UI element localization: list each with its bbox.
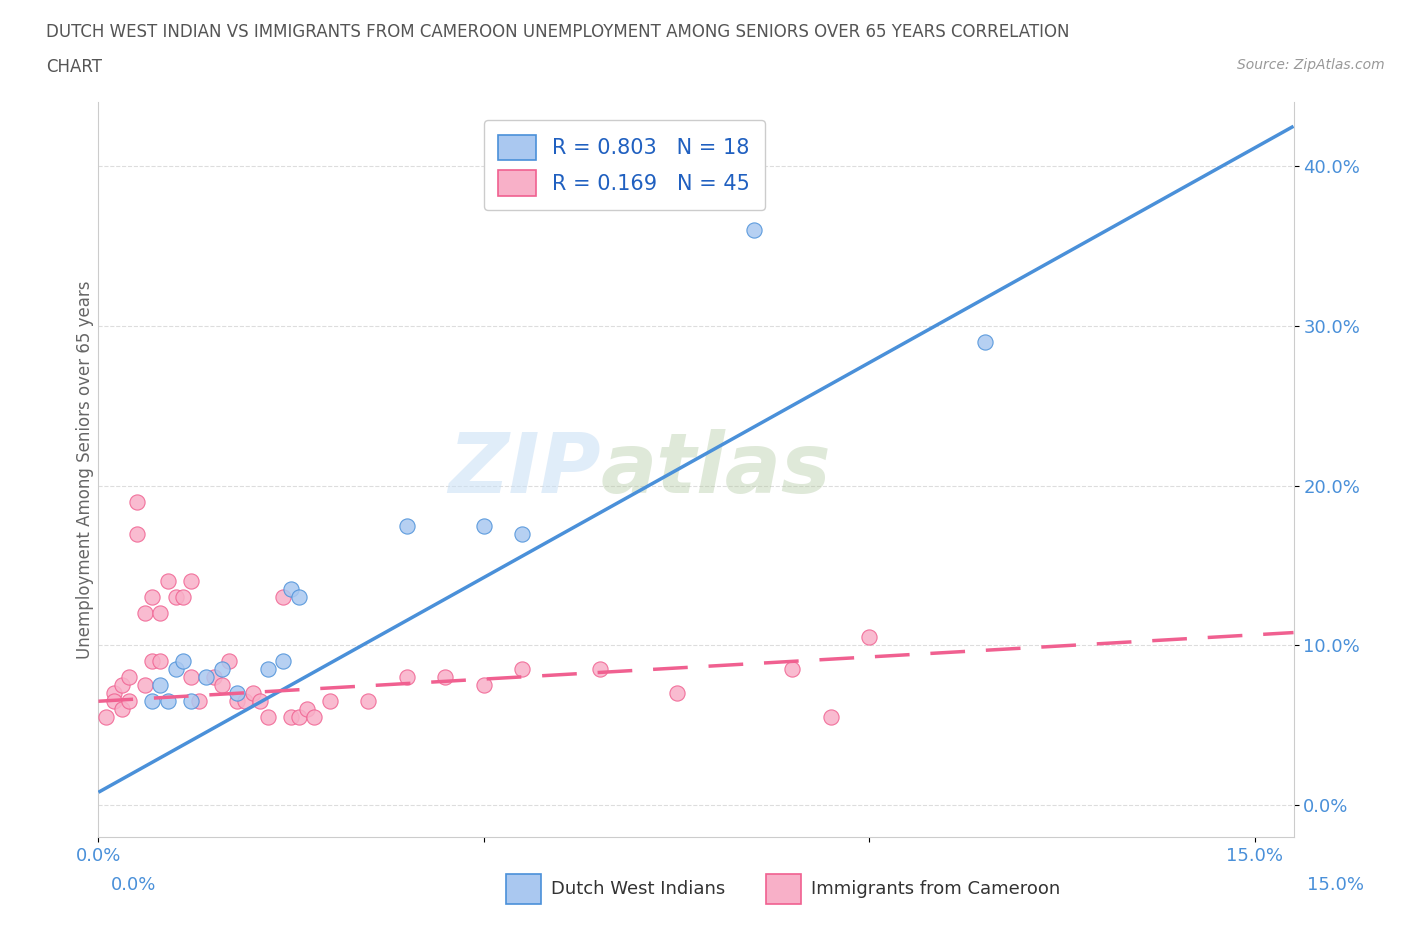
Point [118, 694, 141, 709]
Point [103, 685, 125, 700]
Point [110, 678, 132, 693]
Point [288, 590, 311, 604]
Text: CHART: CHART [46, 58, 103, 75]
Point [149, 606, 172, 621]
Point [472, 678, 495, 693]
Point [134, 678, 156, 693]
Point [858, 630, 880, 644]
Point [110, 702, 132, 717]
Point [156, 694, 179, 709]
Point [125, 526, 148, 541]
Point [512, 662, 534, 677]
Point [782, 662, 804, 677]
Point [141, 590, 163, 604]
Point [134, 606, 156, 621]
Y-axis label: Unemployment Among Seniors over 65 years: Unemployment Among Seniors over 65 years [76, 281, 94, 658]
Point [273, 654, 295, 669]
Point [218, 654, 240, 669]
Point [195, 670, 218, 684]
Point [472, 518, 495, 533]
Point [180, 670, 202, 684]
Text: Source: ZipAtlas.com: Source: ZipAtlas.com [1237, 58, 1385, 72]
Point [172, 590, 194, 604]
Point [202, 670, 225, 684]
Point [226, 685, 249, 700]
Point [180, 574, 202, 589]
Text: 0.0%: 0.0% [111, 876, 156, 895]
Point [280, 710, 302, 724]
Point [665, 685, 688, 700]
Text: DUTCH WEST INDIAN VS IMMIGRANTS FROM CAMEROON UNEMPLOYMENT AMONG SENIORS OVER 65: DUTCH WEST INDIAN VS IMMIGRANTS FROM CAM… [46, 23, 1070, 41]
Point [249, 694, 271, 709]
Point [125, 494, 148, 509]
Point [233, 694, 256, 709]
Point [165, 590, 187, 604]
Point [434, 670, 457, 684]
Point [103, 694, 125, 709]
Point [141, 654, 163, 669]
Point [211, 662, 233, 677]
Point [242, 685, 264, 700]
Point [742, 222, 765, 237]
Point [257, 662, 280, 677]
Text: Immigrants from Cameroon: Immigrants from Cameroon [811, 880, 1060, 898]
Text: 15.0%: 15.0% [1308, 876, 1364, 895]
Point [156, 574, 179, 589]
Legend: R = 0.803   N = 18, R = 0.169   N = 45: R = 0.803 N = 18, R = 0.169 N = 45 [484, 120, 765, 210]
Point [211, 678, 233, 693]
Point [226, 694, 249, 709]
Point [280, 582, 302, 597]
Point [273, 590, 295, 604]
Point [141, 694, 163, 709]
Point [118, 670, 141, 684]
Text: ZIP: ZIP [447, 429, 600, 511]
Point [319, 694, 342, 709]
Text: atlas: atlas [600, 429, 831, 511]
Point [304, 710, 326, 724]
Point [357, 694, 380, 709]
Point [588, 662, 610, 677]
Point [149, 678, 172, 693]
Point [820, 710, 842, 724]
Point [395, 670, 418, 684]
Point [172, 654, 194, 669]
Point [257, 710, 280, 724]
Point [512, 526, 534, 541]
Point [395, 518, 418, 533]
Point [295, 702, 318, 717]
Point [165, 662, 187, 677]
Text: Dutch West Indians: Dutch West Indians [551, 880, 725, 898]
Point [974, 335, 997, 350]
Point [187, 694, 209, 709]
Point [94, 710, 117, 724]
Point [180, 694, 202, 709]
Point [149, 654, 172, 669]
Point [288, 710, 311, 724]
